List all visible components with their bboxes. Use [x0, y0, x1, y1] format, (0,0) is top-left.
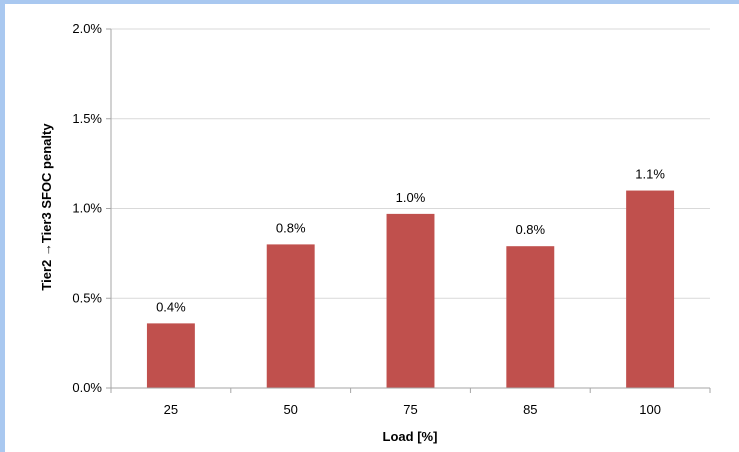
y-axis-title: Tier2 →Tier3 SFOC penalty — [39, 123, 54, 291]
bar — [266, 244, 315, 388]
bar — [626, 190, 675, 388]
y-tick-label: 1.0% — [72, 201, 102, 216]
frame-left-border — [0, 0, 5, 452]
x-tick-label: 50 — [283, 402, 297, 417]
frame-top-border — [0, 0, 739, 4]
x-tick-label: 100 — [639, 402, 661, 417]
bars — [146, 190, 675, 388]
y-tick-label: 0.0% — [72, 380, 102, 395]
x-tick-label: 25 — [164, 402, 178, 417]
bar — [506, 246, 555, 388]
data-label: 1.0% — [396, 190, 426, 205]
y-tick-label: 1.5% — [72, 111, 102, 126]
x-tick-label: 85 — [523, 402, 537, 417]
y-tick-label: 2.0% — [72, 21, 102, 36]
data-label: 0.8% — [515, 222, 545, 237]
x-tick-label: 75 — [403, 402, 417, 417]
y-tick-label: 0.5% — [72, 290, 102, 305]
axes — [106, 28, 711, 393]
data-label: 1.1% — [635, 167, 665, 182]
labels: 0.0% 0.5% 1.0% 1.5% 2.0% 0.4% 25 0.8% 50 1.0% 75 0.… — [72, 21, 665, 417]
bar — [146, 323, 195, 388]
data-label: 0.4% — [156, 299, 186, 314]
bar — [386, 213, 435, 388]
data-label: 0.8% — [276, 220, 306, 235]
x-axis-title: Load [%] — [383, 429, 438, 444]
